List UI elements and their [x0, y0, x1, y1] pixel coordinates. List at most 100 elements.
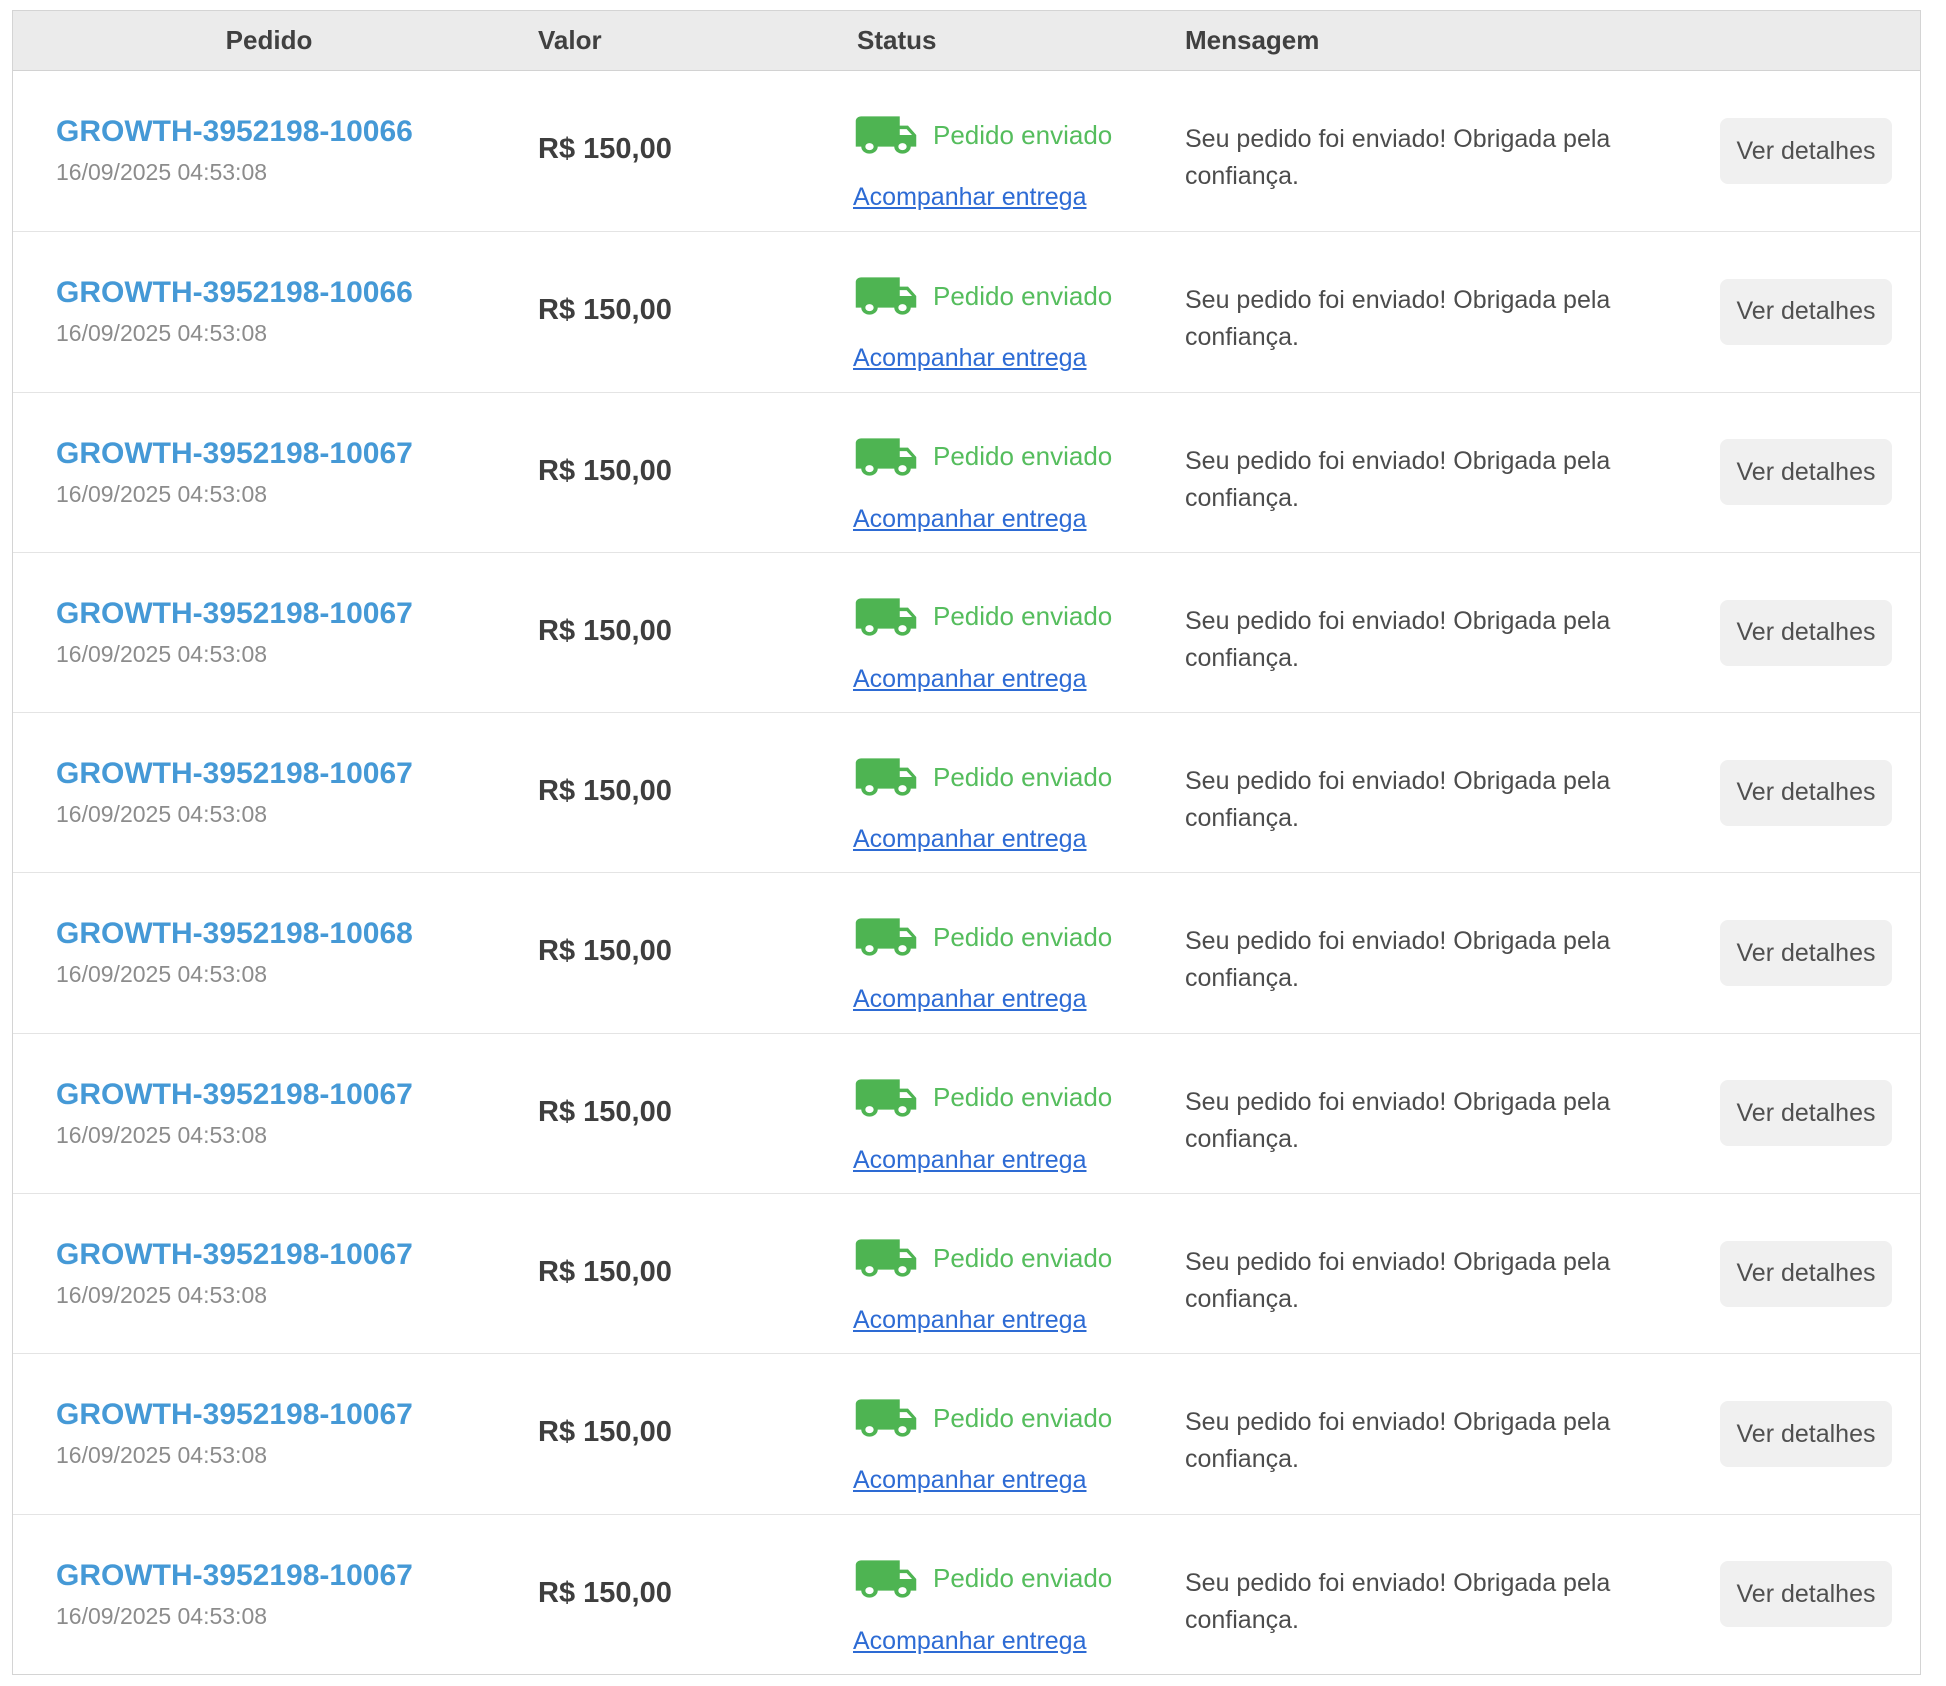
truck-icon [853, 107, 919, 163]
status-message: Seu pedido foi enviado! Obrigada pela co… [1185, 446, 1611, 512]
status-line: Pedido enviado [853, 1551, 1172, 1607]
value-cell: R$ 150,00 [525, 71, 844, 231]
status-message: Seu pedido foi enviado! Obrigada pela co… [1185, 1087, 1611, 1153]
table-row: GROWTH-3952198-10066 16/09/2025 04:53:08… [13, 231, 1920, 391]
order-id-link[interactable]: GROWTH-3952198-10067 [56, 596, 413, 630]
status-cell: Pedido enviado Acompanhar entrega [844, 71, 1172, 231]
view-details-button[interactable]: Ver detalhes [1720, 1401, 1892, 1468]
status-label: Pedido enviado [933, 1563, 1113, 1594]
order-value: R$ 150,00 [538, 133, 672, 165]
status-line: Pedido enviado [853, 268, 1172, 324]
order-value: R$ 150,00 [538, 935, 672, 968]
message-cell: Seu pedido foi enviado! Obrigada pela co… [1172, 71, 1707, 231]
view-details-button[interactable]: Ver detalhes [1720, 599, 1892, 666]
order-date: 16/09/2025 04:53:08 [56, 801, 268, 828]
status-cell: Pedido enviado Acompanhar entrega [844, 1354, 1172, 1513]
action-cell: Ver detalhes [1707, 873, 1920, 1032]
message-cell: Seu pedido foi enviado! Obrigada pela co… [1172, 713, 1707, 872]
order-id-link[interactable]: GROWTH-3952198-10067 [56, 1398, 413, 1432]
status-line: Pedido enviado [853, 107, 1172, 163]
view-details-button[interactable]: Ver detalhes [1720, 1561, 1892, 1628]
order-value: R$ 150,00 [538, 1095, 672, 1128]
order-value: R$ 150,00 [538, 1416, 672, 1449]
truck-icon [853, 589, 919, 645]
status-label: Pedido enviado [933, 921, 1113, 952]
status-label: Pedido enviado [933, 280, 1113, 311]
track-delivery-link[interactable]: Acompanhar entrega [853, 1306, 1087, 1335]
status-line: Pedido enviado [853, 749, 1172, 805]
header-status: Status [857, 25, 937, 55]
message-cell: Seu pedido foi enviado! Obrigada pela co… [1172, 873, 1707, 1032]
view-details-button[interactable]: Ver detalhes [1720, 278, 1892, 345]
track-delivery-link[interactable]: Acompanhar entrega [853, 985, 1087, 1014]
track-delivery-link[interactable]: Acompanhar entrega [853, 504, 1087, 533]
table-row: GROWTH-3952198-10067 16/09/2025 04:53:08… [13, 551, 1920, 712]
status-label: Pedido enviado [933, 1082, 1113, 1113]
track-delivery-link[interactable]: Acompanhar entrega [853, 825, 1087, 854]
status-message: Seu pedido foi enviado! Obrigada pela co… [1185, 1248, 1611, 1314]
order-cell: GROWTH-3952198-10067 16/09/2025 04:53:08 [13, 1034, 525, 1193]
order-id-link[interactable]: GROWTH-3952198-10068 [56, 917, 413, 951]
track-delivery-link[interactable]: Acompanhar entrega [853, 664, 1087, 693]
message-cell: Seu pedido foi enviado! Obrigada pela co… [1172, 553, 1707, 712]
value-cell: R$ 150,00 [525, 1354, 844, 1513]
order-id-link[interactable]: GROWTH-3952198-10067 [56, 1077, 413, 1111]
status-line: Pedido enviado [853, 909, 1172, 965]
order-id-link[interactable]: GROWTH-3952198-10067 [56, 757, 413, 791]
track-delivery-link[interactable]: Acompanhar entrega [853, 183, 1087, 211]
view-details-button[interactable]: Ver detalhes [1720, 1080, 1892, 1147]
action-cell: Ver detalhes [1707, 1354, 1920, 1513]
truck-icon [853, 429, 919, 485]
table-row: GROWTH-3952198-10067 16/09/2025 04:53:08… [13, 1513, 1920, 1674]
status-label: Pedido enviado [933, 761, 1113, 792]
table-row: GROWTH-3952198-10067 16/09/2025 04:53:08… [13, 1353, 1920, 1513]
status-message: Seu pedido foi enviado! Obrigada pela co… [1185, 1568, 1611, 1634]
truck-icon [853, 909, 919, 965]
order-cell: GROWTH-3952198-10067 16/09/2025 04:53:08 [13, 1354, 525, 1513]
order-id-link[interactable]: GROWTH-3952198-10066 [56, 276, 413, 310]
view-details-button[interactable]: Ver detalhes [1720, 759, 1892, 826]
track-delivery-link[interactable]: Acompanhar entrega [853, 1145, 1087, 1174]
status-label: Pedido enviado [933, 119, 1113, 150]
view-details-button[interactable]: Ver detalhes [1720, 439, 1892, 506]
order-value: R$ 150,00 [538, 1576, 672, 1609]
message-cell: Seu pedido foi enviado! Obrigada pela co… [1172, 1515, 1707, 1674]
view-details-button[interactable]: Ver detalhes [1720, 920, 1892, 987]
order-cell: GROWTH-3952198-10067 16/09/2025 04:53:08 [13, 1515, 525, 1674]
value-cell: R$ 150,00 [525, 873, 844, 1032]
action-cell: Ver detalhes [1707, 1515, 1920, 1674]
table-body: GROWTH-3952198-10066 16/09/2025 04:53:08… [13, 71, 1920, 1674]
status-line: Pedido enviado [853, 1390, 1172, 1446]
order-date: 16/09/2025 04:53:08 [56, 1602, 268, 1629]
header-pedido: Pedido [225, 25, 313, 55]
header-mensagem: Mensagem [1185, 25, 1320, 55]
order-id-link[interactable]: GROWTH-3952198-10067 [56, 1238, 413, 1272]
value-cell: R$ 150,00 [525, 1034, 844, 1193]
view-details-button[interactable]: Ver detalhes [1720, 1240, 1892, 1307]
table-header-row: Pedido Valor Status Mensagem [13, 11, 1920, 71]
action-cell: Ver detalhes [1707, 553, 1920, 712]
truck-icon [853, 1230, 919, 1286]
value-cell: R$ 150,00 [525, 1515, 844, 1674]
status-line: Pedido enviado [853, 589, 1172, 645]
header-valor: Valor [538, 25, 602, 55]
track-delivery-link[interactable]: Acompanhar entrega [853, 1466, 1087, 1495]
track-delivery-link[interactable]: Acompanhar entrega [853, 344, 1087, 373]
status-message: Seu pedido foi enviado! Obrigada pela co… [1185, 927, 1611, 993]
action-cell: Ver detalhes [1707, 393, 1920, 552]
order-id-link[interactable]: GROWTH-3952198-10067 [56, 436, 413, 470]
status-cell: Pedido enviado Acompanhar entrega [844, 1515, 1172, 1674]
table-row: GROWTH-3952198-10067 16/09/2025 04:53:08… [13, 712, 1920, 872]
action-cell: Ver detalhes [1707, 232, 1920, 391]
view-details-button[interactable]: Ver detalhes [1720, 118, 1892, 185]
order-id-link[interactable]: GROWTH-3952198-10067 [56, 1558, 413, 1592]
order-date: 16/09/2025 04:53:08 [56, 1282, 268, 1309]
order-cell: GROWTH-3952198-10066 16/09/2025 04:53:08 [13, 232, 525, 391]
track-delivery-link[interactable]: Acompanhar entrega [853, 1626, 1087, 1655]
order-id-link[interactable]: GROWTH-3952198-10066 [56, 115, 413, 148]
action-cell: Ver detalhes [1707, 1034, 1920, 1193]
order-date: 16/09/2025 04:53:08 [56, 640, 268, 667]
order-value: R$ 150,00 [538, 1256, 672, 1289]
message-cell: Seu pedido foi enviado! Obrigada pela co… [1172, 232, 1707, 391]
status-label: Pedido enviado [933, 1242, 1113, 1273]
